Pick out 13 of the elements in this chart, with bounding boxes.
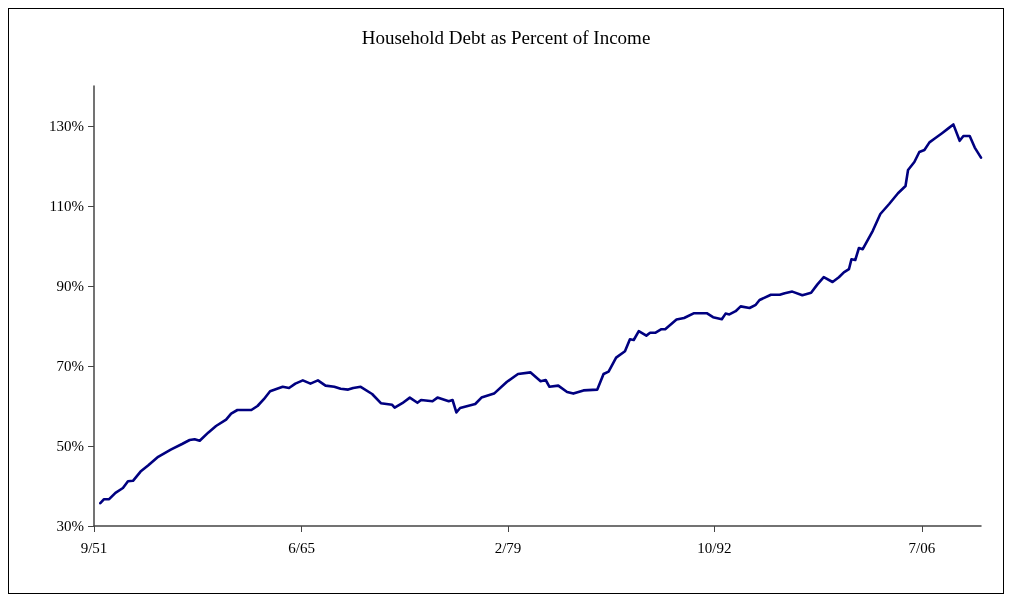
x-tick-label: 7/06 [908,539,936,556]
chart-title: Household Debt as Percent of Income [361,27,651,48]
x-tick-label: 10/92 [697,539,732,556]
x-tick-label: 2/79 [494,539,522,556]
y-tick-label: 90% [56,278,84,294]
x-tick-label: 6/65 [288,539,315,556]
y-tick-label: 50% [56,438,84,454]
line-series [99,123,983,505]
y-tick-label: 130% [49,118,84,134]
y-tick-label: 30% [56,518,84,534]
y-tick-label: 70% [56,358,84,374]
y-tick-label: 110% [49,198,84,214]
x-tick-label: 9/51 [80,539,108,556]
